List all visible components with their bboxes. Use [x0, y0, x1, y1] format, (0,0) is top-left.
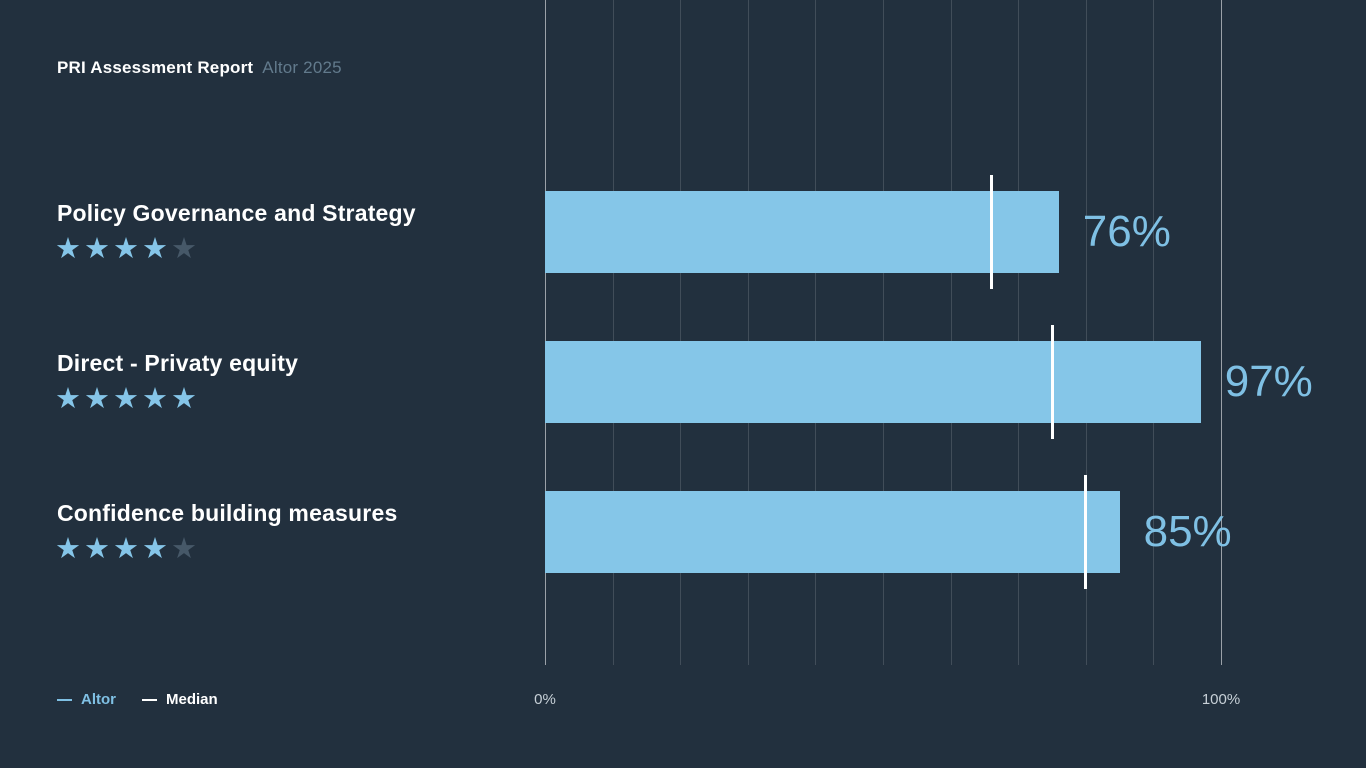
gridline-100pct: [1221, 0, 1222, 665]
star-filled-icon: ★: [55, 383, 84, 415]
gridline-40pct: [815, 0, 817, 665]
page-title: PRI Assessment Report: [57, 58, 254, 77]
star-filled-icon: ★: [55, 233, 84, 265]
legend-item-altor: Altor: [57, 691, 116, 708]
gridline-60pct: [950, 0, 952, 665]
star-filled-icon: ★: [84, 533, 113, 565]
legend-label-median: Median: [166, 691, 218, 708]
category-label: Confidence building measures: [57, 500, 398, 526]
page-subtitle: Altor 2025: [262, 58, 342, 77]
star-empty-icon: ★: [171, 233, 200, 265]
star-filled-icon: ★: [142, 383, 171, 415]
gridline-0pct: [545, 0, 546, 665]
category-label: Direct - Privaty equity: [57, 350, 299, 376]
legend-item-median: Median: [142, 691, 218, 708]
median-tick-marker: [1050, 325, 1054, 439]
bar-value-label: 76%: [1082, 207, 1171, 256]
star-empty-icon: ★: [171, 533, 200, 565]
star-filled-icon: ★: [55, 533, 84, 565]
gridline-70pct: [1018, 0, 1020, 665]
star-filled-icon: ★: [142, 533, 171, 565]
altor-score-bar: [545, 491, 1120, 573]
star-filled-icon: ★: [113, 533, 142, 565]
report-header: PRI Assessment Report Altor 2025: [57, 58, 342, 78]
altor-score-bar: [545, 341, 1201, 423]
legend-label-altor: Altor: [81, 691, 116, 708]
median-dash-icon: [142, 698, 157, 701]
bar-value-label: 97%: [1224, 357, 1313, 406]
altor-dash-icon: [57, 698, 72, 701]
median-tick-marker: [989, 175, 993, 289]
star-filled-icon: ★: [171, 383, 200, 415]
star-rating: ★★★★★: [55, 235, 200, 264]
star-filled-icon: ★: [113, 233, 142, 265]
star-filled-icon: ★: [113, 383, 142, 415]
gridline-80pct: [1085, 0, 1087, 665]
median-tick-marker: [1084, 475, 1088, 589]
x-axis-label-max: 100%: [1201, 691, 1241, 708]
gridline-50pct: [883, 0, 884, 665]
star-rating: ★★★★★: [55, 385, 200, 414]
gridline-90pct: [1153, 0, 1155, 665]
altor-score-bar: [545, 191, 1059, 273]
chart-legend: Altor Median: [57, 691, 218, 708]
x-axis-label-min: 0%: [534, 691, 556, 708]
bar-value-label: 85%: [1143, 507, 1232, 556]
star-filled-icon: ★: [142, 233, 171, 265]
gridline-10pct: [612, 0, 614, 665]
category-label: Policy Governance and Strategy: [57, 200, 416, 226]
gridline-30pct: [747, 0, 749, 665]
gridline-20pct: [680, 0, 682, 665]
star-filled-icon: ★: [84, 233, 113, 265]
star-rating: ★★★★★: [55, 535, 200, 564]
star-filled-icon: ★: [84, 383, 113, 415]
